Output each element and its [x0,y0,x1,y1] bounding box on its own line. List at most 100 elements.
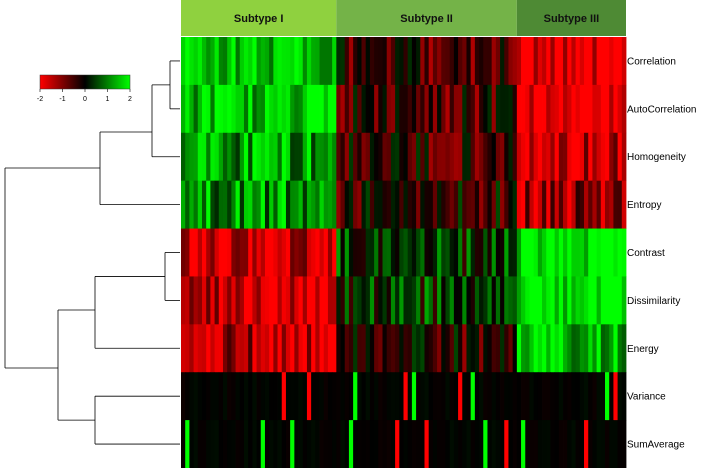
heatmap-cell [605,276,610,325]
heatmap-cell [546,228,551,277]
heatmap-cell [227,276,232,325]
heatmap-cell [185,37,190,86]
heatmap-cell [529,37,535,86]
heatmap-cell [462,84,467,134]
heatmap-cell [382,324,388,373]
heatmap-cell [449,276,455,325]
heatmap-cell [474,84,480,134]
heatmap-cell [483,180,488,229]
heatmap-cell [327,228,333,277]
heatmap-cell [533,180,539,229]
heatmap-cell [483,37,488,86]
heatmap-cell [550,84,556,134]
heatmap-cell [340,276,346,325]
heatmap-cell [437,84,442,134]
heatmap-cell [537,132,543,182]
heatmap-cell [365,228,371,277]
heatmap-cell [319,228,325,277]
heatmap-cell [344,132,350,182]
heatmap-cell [407,37,413,86]
heatmap-cell [491,372,497,421]
heatmap-cell [248,180,253,229]
heatmap-cell [445,420,451,468]
heatmap-cell [248,420,253,468]
heatmap-cell [470,37,476,86]
heatmap-cell [340,228,346,277]
heatmap-cell [588,180,593,229]
heatmap-cell [558,276,564,325]
heatmap-cell [357,372,362,421]
heatmap-cell [596,132,602,182]
heatmap-cell [613,324,619,373]
heatmap-cell [588,37,593,86]
heatmap-cell [210,180,215,229]
heatmap-cell [256,324,262,373]
heatmap-cell [214,372,220,421]
heatmap-cell [470,276,476,325]
heatmap-cell [285,180,291,229]
heatmap-cell [323,228,329,277]
heatmap-cell [449,84,455,134]
heatmap-cell [537,228,543,277]
heatmap-cell [206,132,211,182]
heatmap-cell [512,276,518,325]
heatmap-row-dissimilarity [181,276,627,325]
heatmap-cell [344,372,350,421]
heatmap-cell [567,180,572,229]
heatmap-cell [185,84,190,134]
heatmap-cell [479,276,484,325]
heatmap-cell [411,37,417,86]
heatmap-cell [243,37,249,86]
heatmap-cell [579,37,585,86]
heatmap-cell [479,372,484,421]
heatmap-cell [243,420,249,468]
heatmap-cell [273,180,278,229]
heatmap-cell [336,324,341,373]
heatmap-cell [235,276,241,325]
heatmap-cell [361,372,367,421]
heatmap-cell [332,84,337,134]
heatmap-cell [596,228,602,277]
heatmap-cell [395,37,400,86]
heatmap-cell [193,276,199,325]
heatmap-cell [584,420,589,468]
heatmap-cell [386,276,392,325]
heatmap-cell [516,276,522,325]
heatmap-cell [525,324,530,373]
heatmap-cell [222,37,228,86]
heatmap-cell [273,132,278,182]
heatmap-cell [273,84,278,134]
heatmap-cell [596,324,602,373]
heatmap-cell [416,276,421,325]
heatmap-cell [378,37,383,86]
heatmap-cell [201,132,207,182]
heatmap-cell [269,37,274,86]
heatmap-cells [181,37,627,468]
heatmap-cell [613,84,619,134]
heatmap-cell [600,420,606,468]
heatmap-cell [399,37,404,86]
heatmap-cell [353,372,358,421]
heatmap-cell [189,420,194,468]
heatmap-cell [508,420,514,468]
heatmap-cell [332,180,337,229]
heatmap-cell [357,276,362,325]
heatmap-cell [231,37,236,86]
heatmap-cell [340,37,346,86]
heatmap-cell [302,180,308,229]
heatmap-cell [542,84,547,134]
heatmap-cell [218,324,224,373]
heatmap-cell [558,180,564,229]
heatmap-cell [483,372,488,421]
heatmap-cell [533,228,539,277]
heatmap-cell [294,84,299,134]
heatmap-cell [365,84,371,134]
row-label-variance: Variance [627,392,666,403]
heatmap-cell [260,180,266,229]
heatmap-cell [516,420,522,468]
heatmap-cell [462,324,467,373]
heatmap-cell [420,324,425,373]
heatmap-cell [407,228,413,277]
heatmap-cell [210,372,215,421]
